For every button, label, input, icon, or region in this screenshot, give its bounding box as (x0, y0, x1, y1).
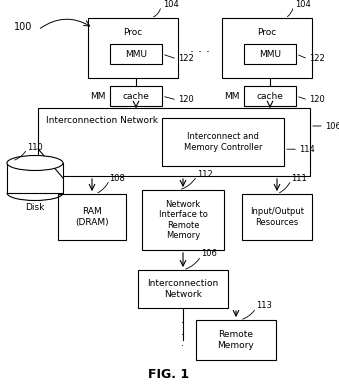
Bar (244, 86, 296, 106)
Text: Interconnection
Network: Interconnection Network (147, 279, 219, 299)
Text: . . .: . . . (190, 42, 210, 54)
Bar (138, 270, 228, 308)
Text: 122: 122 (309, 54, 325, 63)
Text: 113: 113 (256, 301, 272, 310)
Text: 104: 104 (295, 0, 311, 9)
Text: Network
Interface to
Remote
Memory: Network Interface to Remote Memory (159, 200, 207, 240)
Text: 108: 108 (109, 173, 125, 182)
Text: 112: 112 (197, 170, 213, 179)
Bar (38, 108, 310, 176)
Text: MMU: MMU (125, 49, 147, 58)
Ellipse shape (7, 156, 63, 170)
Text: cache: cache (123, 91, 149, 100)
Bar (162, 118, 284, 166)
Bar (244, 44, 296, 64)
Bar (196, 320, 276, 360)
Text: 104: 104 (163, 0, 179, 9)
Text: 114: 114 (299, 145, 315, 154)
Text: 120: 120 (178, 95, 194, 103)
Text: cache: cache (257, 91, 283, 100)
Text: Disk: Disk (25, 203, 45, 212)
Text: 106: 106 (325, 121, 339, 130)
Bar (110, 86, 162, 106)
Text: MM: MM (91, 91, 106, 100)
Text: 110: 110 (27, 142, 43, 151)
Text: Interconnect and
Memory Controller: Interconnect and Memory Controller (184, 132, 262, 152)
Text: 106: 106 (201, 249, 217, 259)
Text: FIG. 1: FIG. 1 (148, 368, 190, 382)
Text: Interconnection Network: Interconnection Network (46, 116, 158, 124)
Bar (142, 190, 224, 250)
Text: RAM
(DRAM): RAM (DRAM) (75, 207, 109, 227)
Text: 100: 100 (14, 22, 33, 32)
Text: Proc: Proc (257, 28, 277, 37)
Bar (7, 163, 63, 193)
Text: MM: MM (224, 91, 240, 100)
Text: 111: 111 (291, 173, 307, 182)
Text: Input/Output
Resources: Input/Output Resources (250, 207, 304, 227)
Bar (110, 44, 162, 64)
Text: 120: 120 (309, 95, 325, 103)
Bar (222, 18, 312, 78)
Text: ·
·
·: · · · (181, 318, 184, 351)
Text: Proc: Proc (123, 28, 143, 37)
Text: 122: 122 (178, 54, 194, 63)
Text: Remote
Memory: Remote Memory (218, 330, 254, 350)
Bar (58, 194, 126, 240)
Bar (242, 194, 312, 240)
Text: MMU: MMU (259, 49, 281, 58)
Bar (88, 18, 178, 78)
